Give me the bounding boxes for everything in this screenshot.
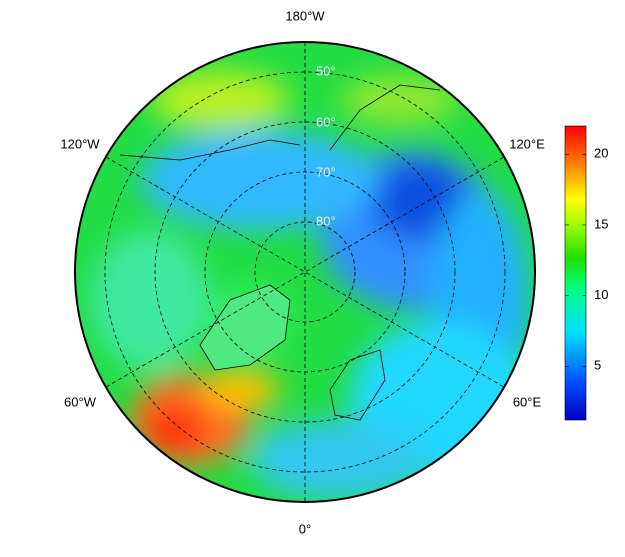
colorbar (564, 125, 587, 421)
map-border (74, 41, 536, 503)
meridian-label: 120°W (60, 136, 100, 151)
colorbar-tick-label: 15 (594, 216, 608, 231)
meridian-label: 120°E (509, 136, 545, 151)
latitude-label: 70° (316, 164, 336, 179)
colorbar-tick-label: 10 (594, 287, 608, 302)
meridian-label: 180°W (285, 8, 325, 23)
latitude-label: 50° (316, 63, 336, 78)
latitude-label: 80° (316, 213, 336, 228)
colorbar-tick-label: 5 (594, 358, 601, 373)
meridian-label: 0° (299, 521, 311, 536)
colorbar-tick-label: 20 (594, 146, 608, 161)
meridian-label: 60°E (513, 394, 542, 409)
latitude-label: 60° (316, 114, 336, 129)
graticule (104, 42, 506, 502)
meridian-label: 60°W (64, 394, 97, 409)
